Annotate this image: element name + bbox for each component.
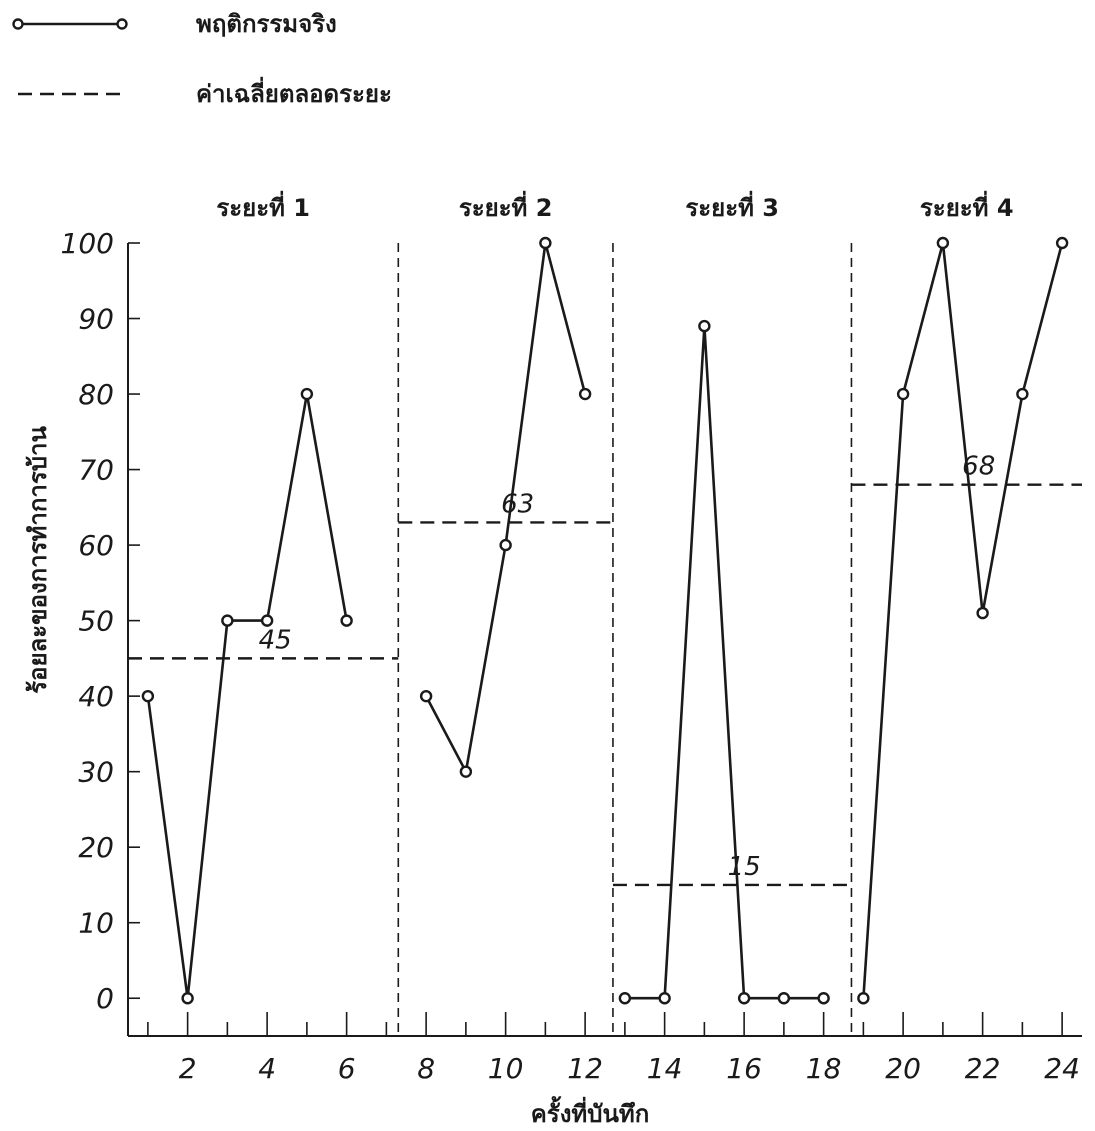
behavior-point [1016, 387, 1029, 401]
behavior-point [817, 992, 830, 1005]
behavior-point [260, 614, 274, 627]
x-tick-label: 8 [417, 1052, 435, 1085]
phase-dividers [397, 243, 853, 1036]
behavior-point [658, 992, 671, 1005]
phase-labels: ระยะที่ 1 ระยะที่ 2 ระยะที่ 3 ระยะที่ 4 [216, 190, 1013, 222]
y-tick-label: 100 [61, 227, 114, 260]
y-tick-label: 70 [78, 454, 114, 487]
y-tick-label: 30 [78, 756, 114, 789]
phase-behavior-line [862, 242, 1064, 999]
x-axis-title: ครั้งที่บันทึก [531, 1095, 649, 1128]
behavior-point [221, 614, 234, 627]
phase-label: ระยะที่ 3 [685, 190, 779, 222]
x-tick-label: 18 [806, 1052, 842, 1085]
behavior-series [141, 236, 1069, 1005]
phase-label: ระยะที่ 1 [216, 190, 310, 222]
y-tick-label: 0 [96, 982, 114, 1015]
behavior-point [578, 387, 592, 401]
behavior-point [936, 236, 950, 250]
legend-actual-behavior: พฤติกรรมจริง [12, 10, 337, 38]
phase-label: ระยะที่ 4 [920, 190, 1014, 222]
behavior-point [300, 387, 314, 401]
legend: พฤติกรรมจริง ค่าเฉลี่ยตลอดระยะ [12, 10, 392, 108]
legend-mean-label: ค่าเฉลี่ยตลอดระยะ [196, 76, 392, 108]
legend-actual-label: พฤติกรรมจริง [196, 10, 337, 38]
phase-mean-label: 63 [501, 489, 534, 519]
y-tick-label: 60 [78, 529, 114, 562]
x-tick-label: 22 [965, 1052, 1001, 1085]
x-tick-label: 6 [338, 1052, 356, 1085]
x-tick-label: 12 [567, 1052, 603, 1085]
x-tick-label: 2 [179, 1052, 197, 1085]
legend-phase-mean: ค่าเฉลี่ยตลอดระยะ [18, 76, 392, 108]
behavior-point [857, 992, 870, 1005]
behavior-point [141, 689, 155, 703]
behavior-point [181, 992, 194, 1005]
y-tick-label: 20 [78, 831, 114, 864]
behavior-point [976, 606, 989, 620]
behavior-point [777, 992, 791, 1005]
phase-behavior-line [146, 393, 348, 999]
x-tick-label: 20 [885, 1052, 921, 1085]
behavior-point [1055, 236, 1069, 250]
x-tick-label: 4 [258, 1052, 276, 1085]
x-tick-label: 24 [1044, 1052, 1080, 1085]
behavior-point [340, 614, 353, 627]
behavior-point [499, 538, 512, 552]
x-tick-label: 10 [488, 1052, 524, 1085]
behavior-point [618, 992, 632, 1005]
legend-actual-marker-right [116, 18, 128, 30]
phase-behavior-line [624, 326, 824, 1000]
y-tick-label: 10 [78, 907, 114, 940]
behavior-point [459, 765, 473, 778]
phase-label: ระยะที่ 2 [459, 190, 553, 222]
behavior-point [896, 387, 910, 401]
behavior-point [698, 319, 711, 333]
behavior-point [419, 689, 433, 703]
behavior-point [737, 992, 751, 1005]
x-tick-label: 16 [726, 1052, 762, 1085]
x-tick-label: 14 [647, 1052, 683, 1085]
y-tick-label: 50 [78, 605, 114, 638]
y-tick-label: 90 [78, 303, 114, 336]
phase-mean-label: 15 [728, 852, 761, 882]
y-tick-label: 80 [78, 378, 114, 411]
legend-actual-marker-left [12, 18, 24, 30]
y-axis-title: ร้อยละของการทำการบ้าน [24, 426, 52, 694]
y-tick-label: 40 [78, 680, 114, 713]
phase-mean-label: 45 [259, 625, 292, 655]
behavior-point [539, 236, 552, 250]
